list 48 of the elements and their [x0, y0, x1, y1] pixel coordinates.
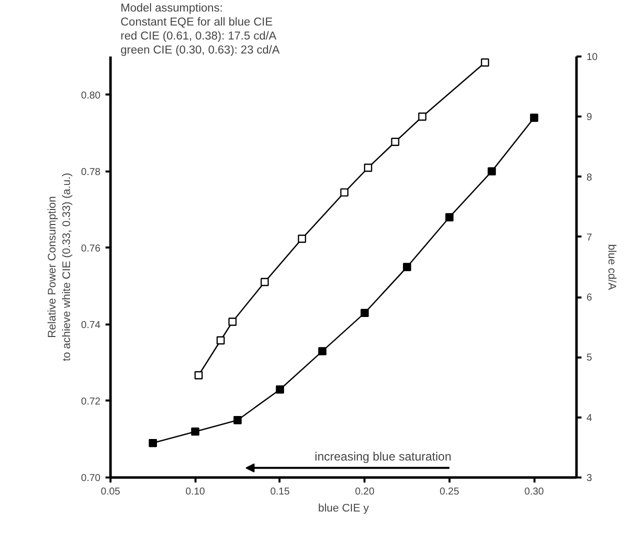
x-tick-label: 0.15 [270, 486, 290, 498]
x-tick-label: 0.25 [440, 486, 460, 498]
annotation: increasing blue saturation [314, 450, 452, 464]
point [194, 371, 203, 380]
point [260, 278, 269, 286]
text: Model assumptions: [120, 2, 223, 14]
y2-tick-label: 7 [586, 232, 592, 244]
point [364, 164, 372, 172]
point [445, 213, 454, 222]
point [216, 336, 225, 344]
y2-axis-title: blue cd/A [606, 244, 618, 291]
point [480, 58, 490, 67]
point [318, 347, 326, 356]
point [228, 318, 237, 326]
point [488, 167, 496, 176]
point [360, 308, 369, 318]
point [191, 427, 200, 436]
point [233, 416, 242, 424]
point [418, 112, 426, 121]
point [340, 188, 348, 197]
y2-tick-label: 4 [586, 412, 592, 424]
point [530, 114, 538, 122]
point [148, 438, 157, 448]
y-tick-label: 0.78 [81, 166, 101, 178]
y2-tick-label: 3 [586, 473, 592, 484]
point [402, 262, 412, 272]
x-tick-label: 0.20 [354, 486, 375, 498]
y-tick-label: 0.72 [81, 396, 101, 408]
x-axis-title: blue CIE y [318, 502, 370, 514]
y2-tick-label: 6 [586, 292, 592, 304]
x-tick-label: 0.05 [100, 486, 121, 498]
y2-tick-label: 10 [586, 52, 598, 63]
text: red CIE (0.61, 0.38): 17.5 cd/A [120, 30, 277, 42]
y2-tick-label: 8 [586, 172, 592, 184]
y-tick-label: 0.74 [81, 320, 101, 331]
point [298, 234, 306, 243]
y2-tick-label: 9 [586, 112, 592, 124]
annotation: green CIE (0.30, 0.63): 23 cd/A [120, 44, 280, 56]
y-axis-title: Relative Power Consumption to achieve white CIE (0.33, 0.33) (a.u.) [46, 172, 74, 362]
text: Constant EQE for all blue CIE [120, 16, 273, 28]
point [391, 138, 400, 146]
y2-tick-label: 5 [586, 352, 592, 364]
y-tick-label: 0.80 [81, 90, 101, 102]
x-tick-label: 0.30 [524, 486, 544, 498]
x-tick-label: 0.10 [185, 486, 206, 498]
point [276, 385, 284, 394]
y-tick-label: 0.70 [81, 473, 101, 484]
y-tick-label: 0.76 [81, 243, 101, 254]
